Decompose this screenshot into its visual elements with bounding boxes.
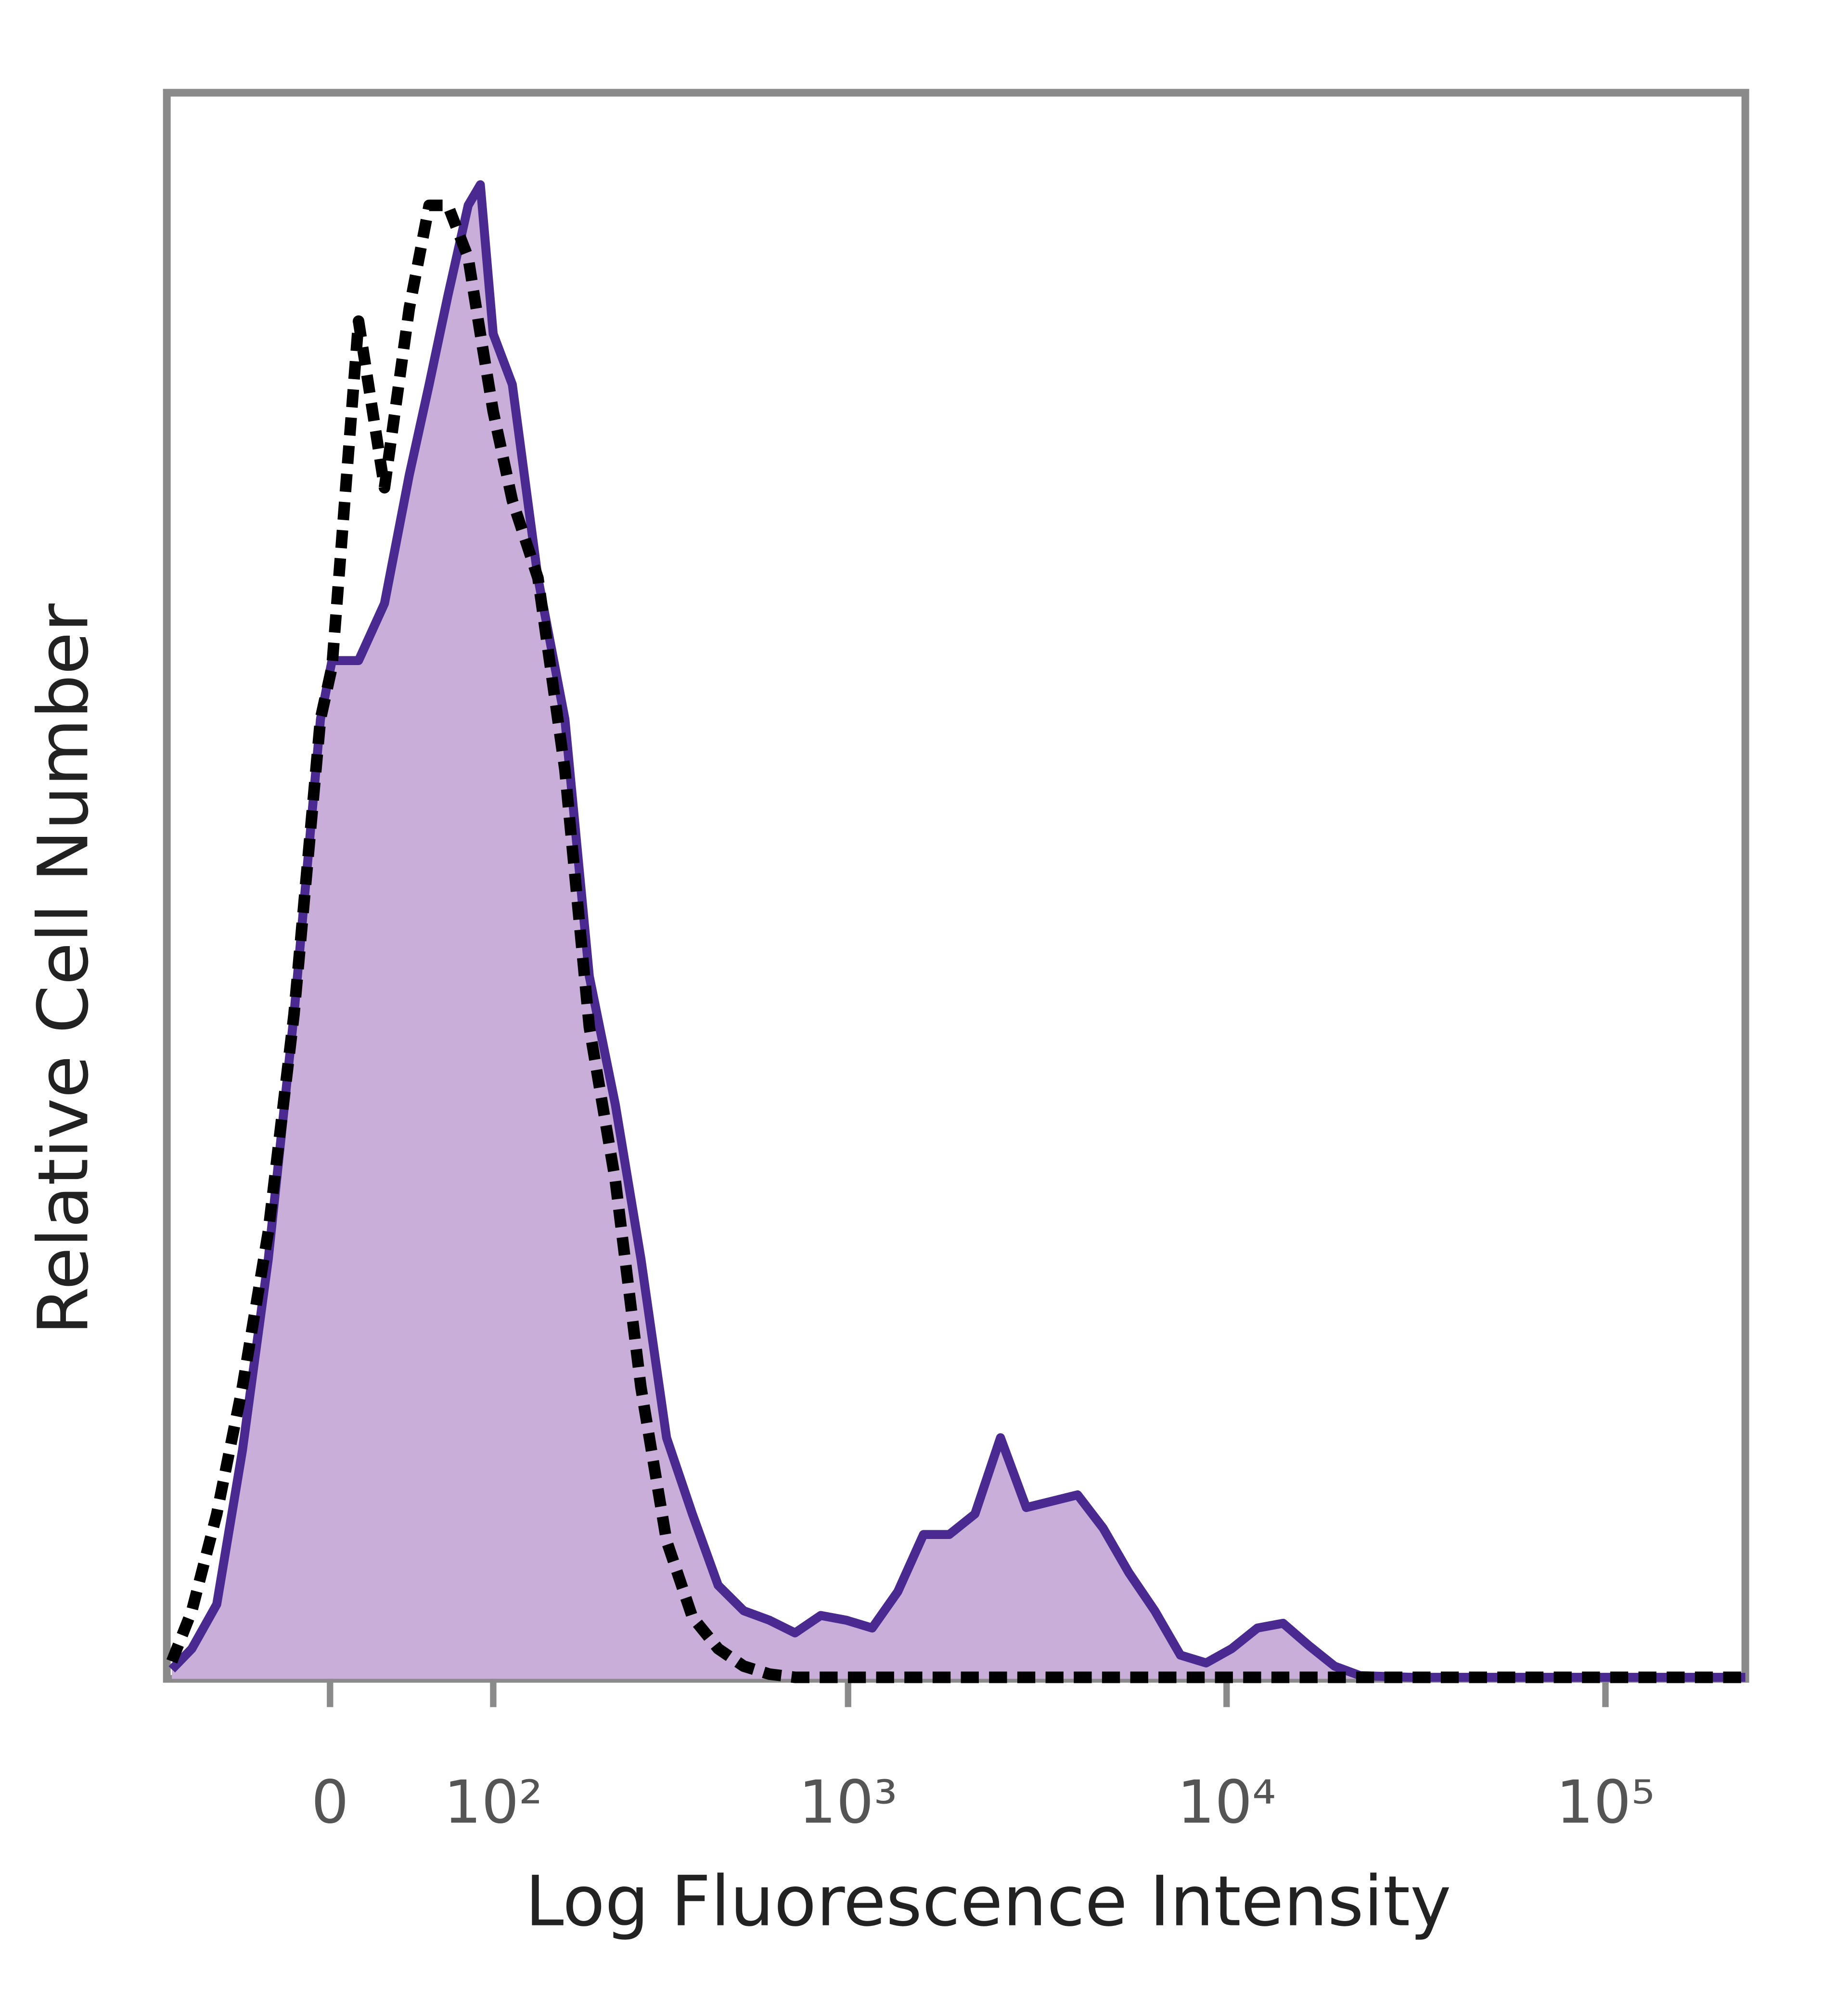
x-tick-label: 0 — [311, 1768, 349, 1836]
x-tick-label: 10² — [444, 1768, 542, 1836]
x-axis-label: Log Fluorescence Intensity — [525, 1861, 1451, 1942]
x-tick-label: 10⁵ — [1556, 1768, 1655, 1836]
line — [168, 180, 1745, 1682]
x-tick-label: 10³ — [799, 1768, 898, 1836]
area — [172, 184, 1745, 1679]
dashed-line — [166, 199, 1745, 1683]
x-tick-label: 10⁴ — [1177, 1768, 1276, 1836]
y-axis-label: Relative Cell Number — [23, 603, 103, 1335]
